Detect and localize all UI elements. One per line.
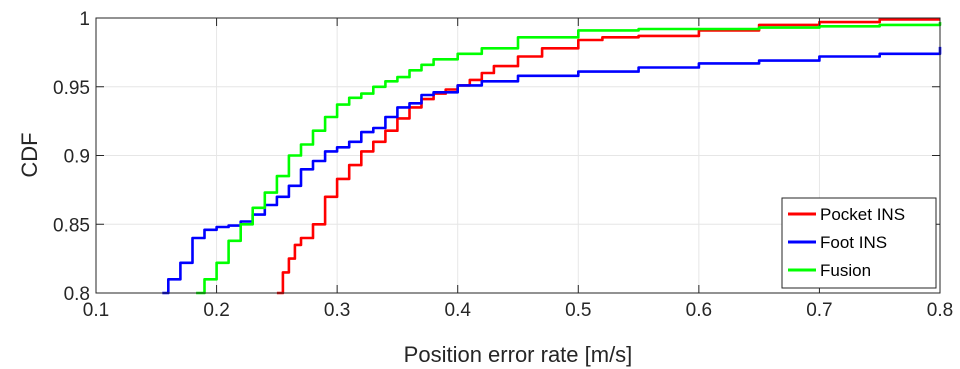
- x-tick-label: 0.1: [83, 300, 109, 321]
- x-tick-label: 0.7: [806, 300, 832, 321]
- legend-label-fusion: Fusion: [820, 261, 871, 280]
- legend-label-foot-ins: Foot INS: [820, 233, 887, 252]
- series-line-foot-ins: [162, 46, 942, 295]
- series-line-pocket-ins: [276, 18, 940, 295]
- axis-ticks: [95, 17, 941, 294]
- x-tick-label: 0.3: [324, 300, 350, 321]
- y-tick-label: 0.85: [53, 215, 90, 236]
- x-tick-label: 0.2: [203, 300, 229, 321]
- y-tick-label: 0.95: [53, 78, 90, 99]
- x-tick-label: 0.8: [927, 300, 953, 321]
- x-tick-label: 0.4: [445, 300, 472, 321]
- legend: Pocket INS Foot INS Fusion: [781, 197, 937, 289]
- x-tick-label: 0.5: [565, 300, 591, 321]
- y-tick-label: 0.8: [64, 284, 90, 305]
- legend-label-pocket-ins: Pocket INS: [820, 205, 905, 224]
- x-tick-labels: 0.1 0.2 0.3 0.4 0.5 0.6 0.7 0.8: [83, 300, 953, 321]
- x-tick-label: 0.6: [686, 300, 712, 321]
- y-tick-labels: 0.8 0.85 0.9 0.95 1: [53, 9, 90, 305]
- x-axis-title: Position error rate [m/s]: [404, 342, 633, 367]
- y-tick-label: 1: [79, 9, 90, 30]
- series-lines: [162, 18, 942, 295]
- y-tick-label: 0.9: [64, 147, 90, 168]
- y-axis-title: CDF: [17, 132, 42, 177]
- series-line-fusion: [196, 22, 942, 295]
